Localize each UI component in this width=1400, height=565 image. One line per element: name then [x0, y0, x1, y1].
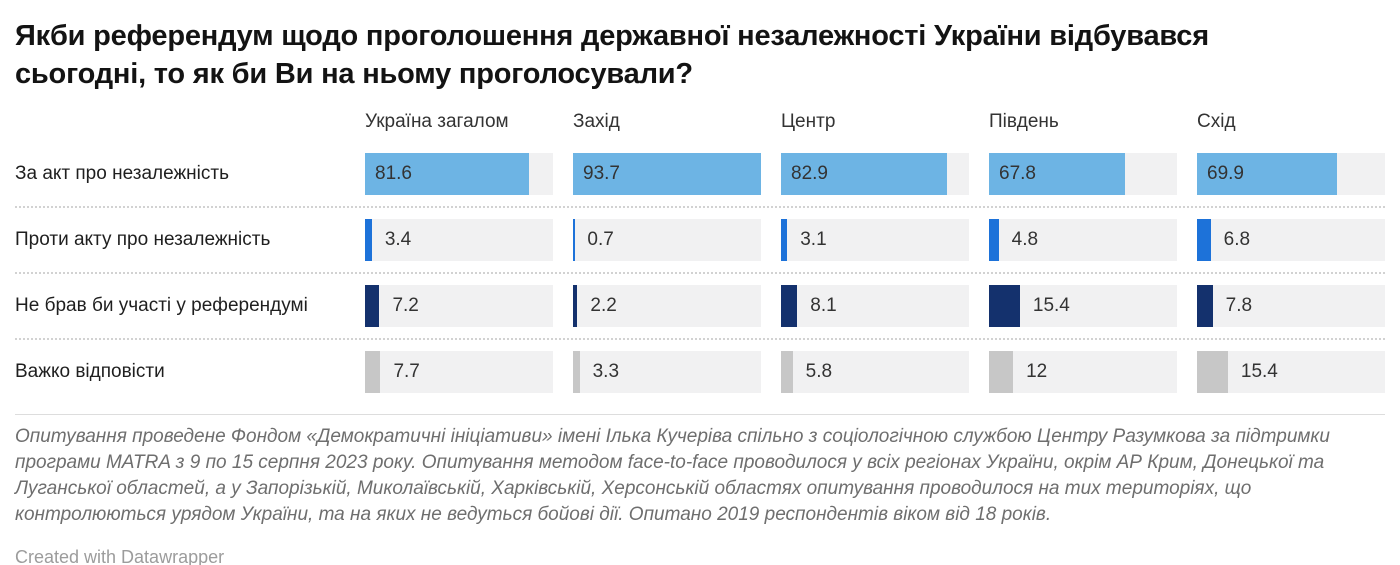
bar — [781, 219, 788, 262]
chart-row-3: Важко відповісти 7.7 3.3 5.8 12 15.4 — [15, 338, 1385, 404]
bar-track: 7.2 — [365, 285, 553, 328]
bar-track: 4.8 — [989, 219, 1177, 262]
chart-title: Якби референдум щодо проголошення держав… — [15, 20, 1209, 90]
footer-divider — [15, 414, 1385, 416]
bar — [989, 219, 999, 262]
bar-value-label: 93.7 — [583, 163, 620, 185]
bar-track: 67.8 — [989, 153, 1177, 196]
bar — [1197, 153, 1338, 196]
bar — [573, 285, 578, 328]
bar — [989, 285, 1020, 328]
bar-track: 69.9 — [1197, 153, 1385, 196]
bar-track: 15.4 — [989, 285, 1177, 328]
bar-track: 3.3 — [573, 351, 761, 394]
chart-row-0: За акт про незалежність 81.6 93.7 82.9 67.8 6… — [15, 142, 1385, 206]
bar-value-label: 4.8 — [1011, 229, 1039, 251]
column-header-1: Захід — [573, 111, 620, 133]
column-header-4: Схід — [1197, 111, 1236, 133]
bar-value-label: 2.2 — [590, 295, 617, 317]
bar-value-label: 7.2 — [392, 295, 419, 317]
bar-track: 7.8 — [1197, 285, 1385, 328]
row-label: Важко відповісти — [15, 361, 165, 383]
bar-track: 3.4 — [365, 219, 553, 262]
bar-value-label: 3.1 — [800, 229, 827, 251]
bar-track: 82.9 — [781, 153, 969, 196]
chart-row-1: Проти акту про незалежність 3.4 0.7 3.1 4.8 6… — [15, 206, 1385, 272]
bar — [1197, 219, 1211, 262]
column-header-3: Південь — [989, 111, 1059, 133]
row-label: За акт про незалежність — [15, 163, 229, 185]
bar — [573, 219, 575, 262]
bar-value-label: 3.3 — [592, 361, 620, 383]
datawrapper-attribution: Created with Datawrapper — [15, 547, 225, 565]
bar-track: 0.7 — [573, 219, 761, 262]
bar-track: 2.2 — [573, 285, 761, 328]
chart-rows: За акт про незалежність 81.6 93.7 82.9 67.8 6… — [15, 142, 1385, 404]
row-label: Не брав би участі у референдумі — [15, 295, 308, 317]
bar-value-label: 12 — [1026, 361, 1048, 383]
source-note: Опитування проведене Фондом «Демократичн… — [15, 426, 1330, 526]
bar — [573, 351, 580, 394]
bar-track: 5.8 — [781, 351, 969, 394]
row-label: Проти акту про незалежність — [15, 229, 271, 251]
bar-value-label: 0.7 — [587, 229, 614, 251]
bar-track: 81.6 — [365, 153, 553, 196]
bar — [365, 351, 381, 394]
bar-value-label: 15.4 — [1032, 295, 1070, 317]
bar-track: 12 — [989, 351, 1177, 394]
bar-value-label: 8.1 — [810, 295, 837, 317]
bar-value-label: 7.8 — [1225, 295, 1253, 317]
bar-value-label: 3.4 — [384, 229, 412, 251]
bar-value-label: 67.8 — [999, 163, 1036, 185]
chart-row-2: Не брав би участі у референдумі 7.2 2.2 8.1… — [15, 272, 1385, 338]
bar-value-label: 7.7 — [393, 361, 420, 383]
bar-track: 93.7 — [573, 153, 761, 196]
column-header-2: Центр — [781, 111, 836, 133]
bar — [365, 153, 529, 196]
bar-track: 3.1 — [781, 219, 969, 262]
bar — [781, 153, 948, 196]
bar — [781, 285, 798, 328]
bar — [1197, 351, 1228, 394]
bar-value-label: 6.8 — [1223, 229, 1251, 251]
bar-track: 7.7 — [365, 351, 553, 394]
bar-value-label: 15.4 — [1240, 361, 1278, 383]
bar-value-label: 82.9 — [791, 163, 828, 185]
bar-value-label: 81.6 — [375, 163, 412, 185]
bar — [989, 153, 1126, 196]
bar — [989, 351, 1014, 394]
bar-value-label: 69.9 — [1207, 163, 1244, 185]
bar-track: 8.1 — [781, 285, 969, 328]
bar — [573, 153, 761, 196]
column-header-0: Україна загалом — [365, 111, 509, 133]
bar — [781, 351, 793, 394]
bar — [1197, 285, 1213, 328]
bar-value-label: 5.8 — [805, 361, 833, 383]
column-headers: Україна загалом Захід Центр Південь Схід — [15, 111, 1385, 133]
bar-track: 6.8 — [1197, 219, 1385, 262]
bar-track: 15.4 — [1197, 351, 1385, 394]
bar — [365, 219, 372, 262]
bar — [365, 285, 380, 328]
